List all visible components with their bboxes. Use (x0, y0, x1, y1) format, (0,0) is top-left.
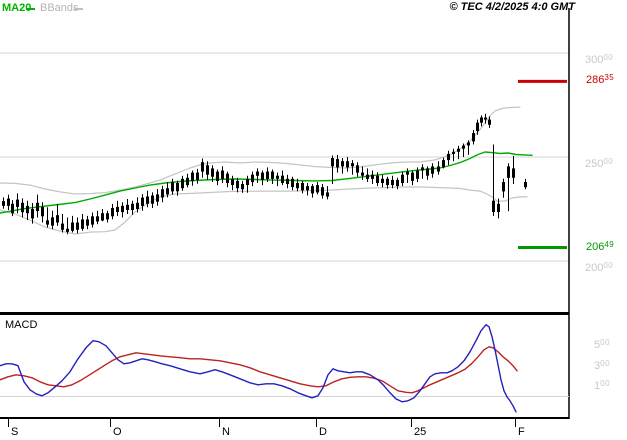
chart-canvas (0, 8, 570, 427)
stock-chart: MA20 BBands © TEC 4/2/2025 4:0 GMT MACD … (0, 2, 614, 438)
